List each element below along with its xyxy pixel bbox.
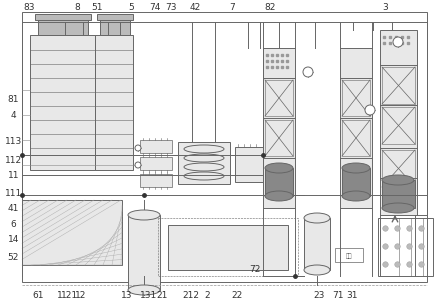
Text: 74: 74 (149, 3, 161, 12)
Bar (38, 18, 88, 35)
Text: 51: 51 (91, 3, 102, 12)
Text: 112: 112 (5, 156, 22, 165)
Bar (263, 48, 295, 208)
Ellipse shape (304, 213, 330, 223)
Ellipse shape (382, 175, 414, 185)
Text: 8: 8 (75, 3, 80, 12)
Bar (140, 140, 172, 153)
Ellipse shape (342, 163, 370, 173)
Bar (97, 14, 133, 20)
Text: 14: 14 (8, 235, 19, 244)
Text: 42: 42 (189, 3, 201, 12)
Ellipse shape (128, 210, 160, 220)
Text: 3: 3 (383, 3, 388, 12)
Text: 81: 81 (8, 95, 19, 104)
Ellipse shape (128, 285, 160, 295)
Bar (335, 248, 363, 262)
Bar (35, 14, 91, 20)
Bar (265, 168, 293, 196)
Text: 12: 12 (75, 291, 86, 300)
Ellipse shape (365, 105, 375, 115)
Text: 83: 83 (23, 3, 35, 12)
Bar (380, 30, 417, 215)
Bar (22, 200, 122, 265)
Ellipse shape (382, 203, 414, 213)
Ellipse shape (303, 67, 313, 77)
Text: 82: 82 (264, 3, 276, 12)
Text: 1: 1 (57, 291, 62, 300)
Text: 变压: 变压 (346, 253, 352, 259)
Bar (340, 48, 372, 208)
Text: 41: 41 (8, 204, 19, 214)
Ellipse shape (342, 191, 370, 201)
Bar (235, 147, 263, 182)
Bar (22, 12, 427, 282)
Text: 131: 131 (140, 291, 157, 300)
Text: 52: 52 (8, 253, 19, 262)
Ellipse shape (265, 191, 293, 201)
Ellipse shape (135, 162, 141, 168)
Text: 61: 61 (32, 291, 43, 300)
Bar (342, 120, 370, 156)
Ellipse shape (304, 265, 330, 275)
Text: 212: 212 (182, 291, 199, 300)
Text: 73: 73 (165, 3, 176, 12)
Text: 7: 7 (230, 3, 235, 12)
Text: 22: 22 (231, 291, 243, 300)
Text: 4: 4 (11, 111, 16, 120)
Bar (30, 35, 95, 170)
Ellipse shape (393, 37, 403, 47)
Bar (382, 67, 415, 104)
Text: 72: 72 (249, 265, 260, 275)
Ellipse shape (135, 145, 141, 151)
Bar (140, 157, 172, 170)
Text: 21: 21 (156, 291, 167, 300)
Text: 2: 2 (205, 291, 210, 300)
Bar (265, 80, 293, 116)
Bar (378, 218, 433, 276)
Bar (100, 18, 130, 35)
Bar (382, 150, 415, 187)
Bar (140, 174, 172, 187)
Bar (168, 225, 288, 270)
Text: 71: 71 (332, 291, 343, 300)
Text: 13: 13 (120, 291, 132, 300)
Bar (342, 168, 370, 196)
Bar (158, 218, 298, 276)
Text: 31: 31 (346, 291, 358, 300)
Text: 113: 113 (5, 137, 22, 146)
Bar (128, 215, 160, 290)
Bar (95, 35, 133, 170)
Ellipse shape (265, 163, 293, 173)
Text: 23: 23 (313, 291, 325, 300)
Bar (178, 142, 230, 184)
Bar (265, 120, 293, 156)
Text: 11: 11 (8, 171, 19, 180)
Text: 121: 121 (62, 291, 78, 300)
Bar (342, 80, 370, 116)
Bar (382, 180, 415, 208)
Bar (382, 107, 415, 144)
Text: 5: 5 (128, 3, 133, 12)
Text: 6: 6 (11, 220, 16, 229)
Text: 111: 111 (5, 189, 22, 198)
Bar (304, 218, 330, 270)
